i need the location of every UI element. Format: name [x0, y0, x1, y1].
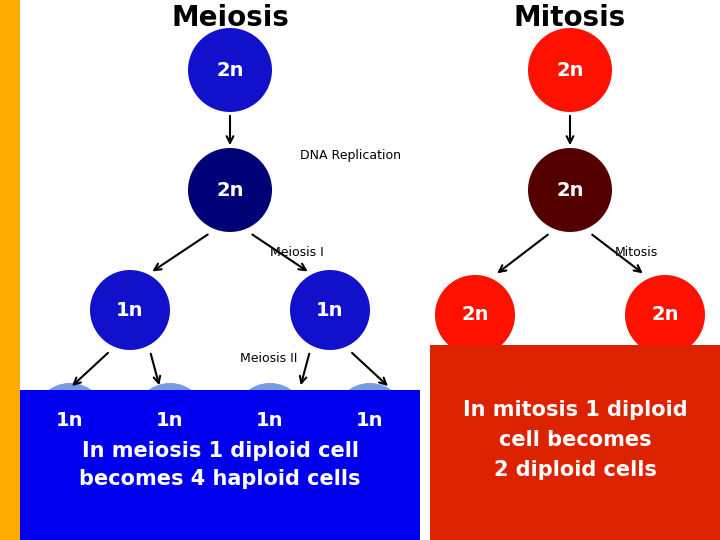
Text: 2n: 2n: [216, 180, 244, 199]
Polygon shape: [0, 390, 230, 540]
Circle shape: [33, 383, 107, 457]
Text: Meiosis I: Meiosis I: [270, 246, 324, 260]
Text: In meiosis 1 diploid cell
becomes 4 haploid cells: In meiosis 1 diploid cell becomes 4 hapl…: [79, 441, 361, 489]
Text: 1n: 1n: [256, 410, 284, 429]
Text: Meiosis II: Meiosis II: [240, 352, 297, 365]
Circle shape: [528, 28, 612, 112]
Circle shape: [528, 148, 612, 232]
Text: 2n: 2n: [652, 306, 679, 325]
Text: 1n: 1n: [156, 410, 184, 429]
Text: Mitosis: Mitosis: [615, 246, 658, 260]
Circle shape: [233, 383, 307, 457]
Text: 1n: 1n: [56, 410, 84, 429]
Text: 1n: 1n: [316, 300, 343, 320]
Bar: [430, 345, 720, 540]
Circle shape: [133, 383, 207, 457]
Bar: [0, 0, 20, 540]
Text: 2n: 2n: [462, 306, 489, 325]
Circle shape: [188, 28, 272, 112]
Text: DNA Replication: DNA Replication: [300, 148, 400, 161]
Text: 2n: 2n: [557, 180, 584, 199]
Text: Meiosis: Meiosis: [171, 4, 289, 32]
Bar: [20, 390, 420, 540]
Text: 2n: 2n: [216, 60, 244, 79]
Circle shape: [625, 275, 705, 355]
Circle shape: [435, 275, 515, 355]
Text: Mitosis: Mitosis: [514, 4, 626, 32]
Text: 1n: 1n: [356, 410, 384, 429]
Text: 2n: 2n: [557, 60, 584, 79]
Circle shape: [290, 270, 370, 350]
Circle shape: [333, 383, 407, 457]
Text: 1n: 1n: [116, 300, 144, 320]
Circle shape: [90, 270, 170, 350]
Text: In mitosis 1 diploid
cell becomes
2 diploid cells: In mitosis 1 diploid cell becomes 2 dipl…: [463, 400, 688, 480]
Circle shape: [188, 148, 272, 232]
